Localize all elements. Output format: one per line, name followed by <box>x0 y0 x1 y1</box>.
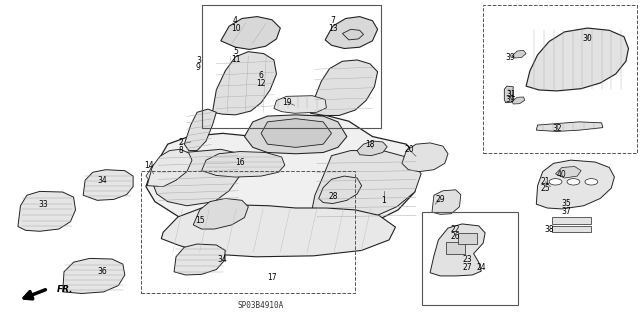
Text: 19: 19 <box>282 98 292 107</box>
Text: 6: 6 <box>259 71 264 80</box>
Polygon shape <box>432 190 461 214</box>
Text: 29: 29 <box>435 195 445 204</box>
Polygon shape <box>244 115 347 154</box>
Polygon shape <box>310 60 378 115</box>
Text: 8: 8 <box>178 146 183 155</box>
Polygon shape <box>512 50 526 58</box>
Bar <box>446 242 465 254</box>
Polygon shape <box>342 29 364 40</box>
Text: 14: 14 <box>144 161 154 170</box>
Text: 7: 7 <box>330 16 335 25</box>
Text: 17: 17 <box>267 273 277 282</box>
Polygon shape <box>357 141 387 156</box>
Polygon shape <box>212 52 276 115</box>
Polygon shape <box>536 122 603 131</box>
Text: 32: 32 <box>552 124 562 133</box>
Text: 13: 13 <box>328 24 338 33</box>
Text: 36: 36 <box>97 267 108 276</box>
Text: 3: 3 <box>196 56 201 65</box>
Text: 34: 34 <box>97 176 108 185</box>
Text: 27: 27 <box>462 263 472 272</box>
Text: 23: 23 <box>462 256 472 264</box>
Text: 37: 37 <box>561 207 572 216</box>
Polygon shape <box>83 170 133 200</box>
Polygon shape <box>274 96 326 113</box>
Polygon shape <box>18 191 76 231</box>
Bar <box>422 212 518 305</box>
Polygon shape <box>319 176 362 204</box>
Text: 30: 30 <box>582 34 593 43</box>
Text: 24: 24 <box>476 263 486 272</box>
Text: 34: 34 <box>218 256 228 264</box>
Text: 4: 4 <box>233 16 238 25</box>
Polygon shape <box>193 198 248 229</box>
Polygon shape <box>154 149 242 206</box>
Bar <box>141 171 355 293</box>
Text: 2: 2 <box>178 138 183 147</box>
Text: 1: 1 <box>381 197 387 205</box>
Text: 15: 15 <box>195 216 205 225</box>
Polygon shape <box>312 151 421 223</box>
Text: 39: 39 <box>506 95 516 104</box>
Polygon shape <box>402 143 448 172</box>
Polygon shape <box>512 97 525 104</box>
Polygon shape <box>161 205 396 257</box>
Bar <box>483 5 637 153</box>
Text: FR.: FR. <box>56 285 73 294</box>
Polygon shape <box>63 258 125 293</box>
Bar <box>552 226 591 232</box>
Text: 28: 28 <box>328 192 337 201</box>
Circle shape <box>549 179 562 185</box>
Text: 25: 25 <box>540 184 550 193</box>
Polygon shape <box>430 224 485 276</box>
Circle shape <box>567 179 580 185</box>
Text: 9: 9 <box>196 63 201 72</box>
Bar <box>202 5 381 128</box>
Polygon shape <box>526 28 628 91</box>
Polygon shape <box>174 244 225 275</box>
Polygon shape <box>556 167 581 178</box>
Text: 39: 39 <box>506 53 516 62</box>
Bar <box>552 217 591 224</box>
Text: 10: 10 <box>230 24 241 33</box>
Text: 11: 11 <box>231 55 240 63</box>
Polygon shape <box>146 115 421 238</box>
Circle shape <box>585 179 598 185</box>
Text: 38: 38 <box>544 225 554 234</box>
Bar <box>458 233 477 244</box>
Text: 20: 20 <box>404 145 415 154</box>
Text: 35: 35 <box>561 199 572 208</box>
Text: 5: 5 <box>233 47 238 56</box>
Polygon shape <box>146 161 174 186</box>
Polygon shape <box>504 86 513 103</box>
Text: 16: 16 <box>235 158 245 167</box>
Polygon shape <box>325 17 378 48</box>
Polygon shape <box>261 119 332 147</box>
Text: 40: 40 <box>557 170 567 179</box>
Polygon shape <box>536 160 614 209</box>
Text: 33: 33 <box>38 200 49 209</box>
Text: 31: 31 <box>506 90 516 99</box>
Polygon shape <box>184 109 216 151</box>
Text: SP03B4910A: SP03B4910A <box>238 301 284 310</box>
Text: 21: 21 <box>541 177 550 186</box>
Polygon shape <box>147 149 192 187</box>
Polygon shape <box>221 17 280 49</box>
Text: 12: 12 <box>257 79 266 88</box>
Polygon shape <box>202 152 285 177</box>
Text: 26: 26 <box>451 232 461 241</box>
Text: 22: 22 <box>451 225 460 234</box>
Text: 18: 18 <box>365 140 374 149</box>
